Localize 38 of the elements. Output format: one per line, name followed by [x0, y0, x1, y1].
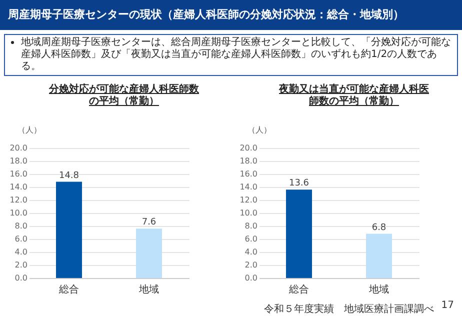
- y-tick-label: 0.0: [14, 274, 28, 282]
- x-tick-label: 地域: [138, 284, 159, 296]
- text: 令和５年度実績 地域医療計画課調べ: [264, 302, 434, 316]
- chart-title: 夜勤又は当直が可能な産婦人科医師数の平均（常勤）: [279, 84, 429, 108]
- data-label: 13.6: [288, 178, 310, 189]
- x-tick-label: 総合: [58, 284, 79, 296]
- y-tick-label: 14.0: [10, 182, 28, 192]
- y-axis-title: （人）: [18, 126, 42, 134]
- y-tick-label: 18.0: [240, 156, 258, 166]
- y-tick-label: 10.0: [240, 208, 258, 218]
- y-axis-title: （人）: [248, 126, 272, 134]
- y-tick-label: 18.0: [10, 156, 28, 166]
- y-tick-label: 4.0: [244, 248, 258, 256]
- x-tick-label: 総合: [288, 284, 309, 296]
- y-tick-label: 4.0: [14, 248, 28, 256]
- text: 地域周産期母子医療センターは、総合周産期母子医療センターと比較して、「分娩対応が可能な産婦人科医師数」及び「夜勤又は当直が可能な産婦人科医師数」のいずれも約1/2の人数である。: [21, 37, 451, 72]
- y-tick-label: 2.0: [14, 260, 28, 270]
- y-tick-label: 10.0: [10, 208, 28, 218]
- y-tick-label: 16.0: [240, 170, 258, 178]
- text: 17: [441, 300, 454, 311]
- chart-title: 分娩対応が可能な産婦人科医師数の平均（常勤）: [49, 84, 199, 108]
- x-tick-label: 地域: [368, 284, 389, 296]
- text: 周産期母子医療センターの現状（産婦人科医師の分娩対応状況：総合・地域別）: [0, 0, 462, 30]
- y-tick-label: 20.0: [10, 144, 28, 152]
- y-tick-label: 12.0: [10, 196, 28, 204]
- y-tick-label: 14.0: [240, 182, 258, 192]
- y-tick-label: 6.0: [14, 234, 28, 244]
- data-label: 6.8: [372, 222, 386, 233]
- y-tick-label: 0.0: [244, 274, 258, 282]
- y-tick-label: 20.0: [240, 144, 258, 152]
- y-tick-label: 16.0: [10, 170, 28, 178]
- y-tick-label: 2.0: [244, 260, 258, 270]
- y-tick-label: 8.0: [14, 222, 28, 230]
- y-tick-label: 8.0: [244, 222, 258, 230]
- data-label: 7.6: [142, 218, 156, 228]
- y-tick-label: 12.0: [240, 196, 258, 204]
- data-label: 14.8: [58, 170, 80, 181]
- y-tick-label: 6.0: [244, 234, 258, 244]
